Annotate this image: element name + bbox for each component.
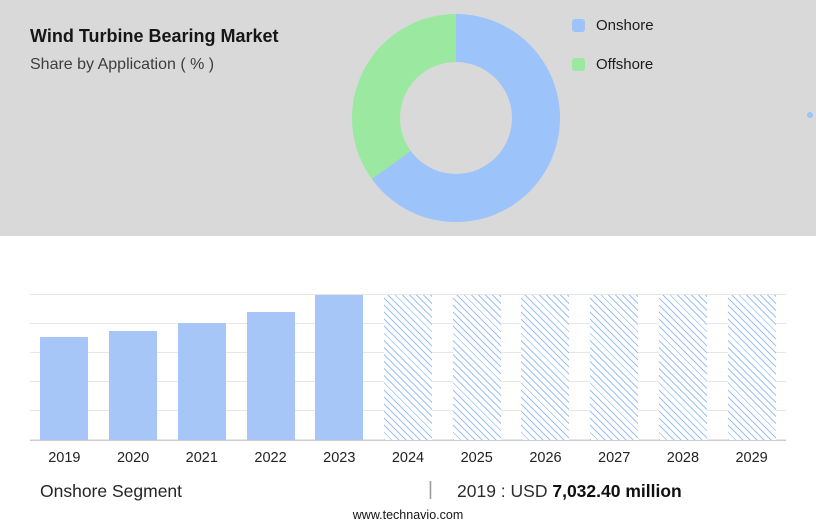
caption-separator: |	[428, 479, 433, 500]
legend: Onshore Offshore	[572, 17, 654, 73]
bar-2022	[246, 312, 295, 440]
caption-value-prefix: 2019 : USD	[457, 481, 548, 501]
caption-value-amount: 7,032.40 million	[552, 481, 682, 501]
bar-2027-forecast	[590, 295, 639, 440]
segment-label: Onshore Segment	[40, 481, 183, 501]
x-label-2020: 2020	[116, 450, 150, 466]
x-label-2028: 2028	[666, 450, 700, 466]
bar-2026-forecast	[521, 295, 570, 440]
x-label-2023: 2023	[323, 450, 356, 466]
bar-plot-area	[30, 294, 786, 441]
website-link[interactable]: www.technavio.com	[352, 508, 464, 522]
header-section: Wind Turbine Bearing Market Share by App…	[0, 0, 816, 236]
title-block: Wind Turbine Bearing Market Share by App…	[30, 26, 279, 74]
legend-label-onshore: Onshore	[596, 17, 654, 34]
bar-2021	[177, 322, 226, 440]
page-subtitle: Share by Application ( % )	[30, 56, 215, 73]
x-label-2029: 2029	[735, 450, 768, 466]
x-label-2025: 2025	[460, 450, 493, 466]
caption-value: 2019 : USD 7,032.40 million	[457, 481, 682, 502]
x-label-2022: 2022	[254, 450, 287, 466]
bar-2019	[40, 337, 89, 440]
bar-2023	[315, 295, 364, 440]
legend-item-onshore: Onshore	[572, 17, 654, 34]
legend-label-offshore: Offshore	[596, 56, 654, 73]
caption-row: Onshore Segment | 2019 : USD 7,032.40 mi…	[40, 479, 776, 507]
legend-swatch-offshore-icon	[572, 58, 585, 71]
page-title: Wind Turbine Bearing Market	[30, 26, 279, 46]
bar-2020	[109, 331, 158, 440]
bar-2025-forecast	[452, 295, 501, 440]
gridline	[30, 294, 786, 295]
legend-swatch-onshore-icon	[572, 19, 585, 32]
bar-2029-forecast	[727, 295, 776, 440]
bar-2028-forecast	[658, 295, 707, 440]
decorative-dot	[807, 112, 813, 118]
x-label-2024: 2024	[391, 450, 425, 466]
donut-hole	[400, 62, 512, 174]
bar-chart: 2019 2020 2021 2022 2023 2024 2025 2026 2027 2028…	[30, 294, 786, 466]
x-axis-labels: 2019 2020 2021 2022 2023 2024 2025 2026 2027 2028…	[30, 450, 786, 466]
x-label-2019: 2019	[48, 450, 81, 466]
x-label-2026: 2026	[529, 450, 562, 466]
bar-2024-forecast	[383, 295, 432, 440]
x-label-2021: 2021	[185, 450, 218, 466]
x-label-2027: 2027	[598, 450, 631, 466]
legend-item-offshore: Offshore	[572, 56, 654, 73]
donut-chart	[352, 14, 560, 222]
